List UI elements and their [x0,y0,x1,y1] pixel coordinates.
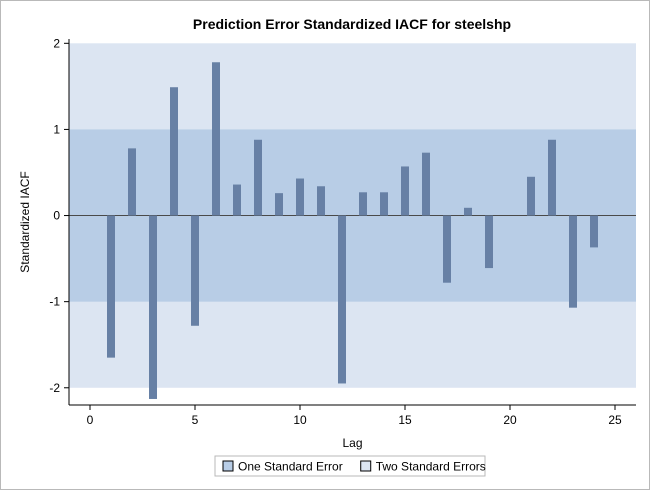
x-axis-label: Lag [342,436,362,450]
x-tick-label: 15 [398,413,412,427]
bar-lag-11 [317,186,325,216]
legend: One Standard Error Two Standard Errors [214,455,486,477]
bar-lag-8 [254,139,262,216]
legend-box [214,455,486,477]
bar-lag-17 [443,215,451,283]
bar-lag-3 [149,215,157,399]
bar-lag-5 [191,215,199,326]
bar-lag-14 [380,192,388,216]
bar-lag-15 [401,166,409,216]
bar-lag-4 [170,87,178,216]
y-axis-label: Standardized IACF [18,171,32,272]
bar-lag-22 [548,139,556,216]
bar-lag-7 [233,184,241,216]
bar-lag-24 [590,215,598,248]
y-tick-label: -2 [49,381,60,395]
x-tick-label: 0 [87,413,94,427]
bar-lag-10 [296,178,304,216]
x-tick-label: 25 [608,413,622,427]
y-tick-label: -1 [49,295,60,309]
x-tick-label: 20 [503,413,517,427]
legend-label-two-standard-errors: Two Standard Errors [376,460,486,474]
bar-lag-13 [359,192,367,216]
legend-label-one-standard-error: One Standard Error [238,460,343,474]
legend-swatch-one-standard-error [222,460,234,472]
bar-lag-9 [275,193,283,216]
bar-lag-18 [464,207,472,216]
chart-title: Prediction Error Standardized IACF for s… [193,16,511,32]
bar-lag-19 [485,215,493,269]
bar-lag-6 [212,62,220,216]
y-tick-label: 1 [53,122,60,136]
x-tick-label: 10 [293,413,307,427]
bar-lag-1 [107,215,115,358]
legend-swatch-two-standard-errors [360,460,372,472]
bar-lag-21 [527,176,535,216]
bar-lag-23 [569,215,577,308]
bar-lag-16 [422,152,430,216]
bar-lag-2 [128,148,136,216]
x-tick-label: 5 [192,413,199,427]
bar-lag-12 [338,215,346,384]
y-tick-label: 2 [53,36,60,50]
y-tick-label: 0 [53,209,60,223]
